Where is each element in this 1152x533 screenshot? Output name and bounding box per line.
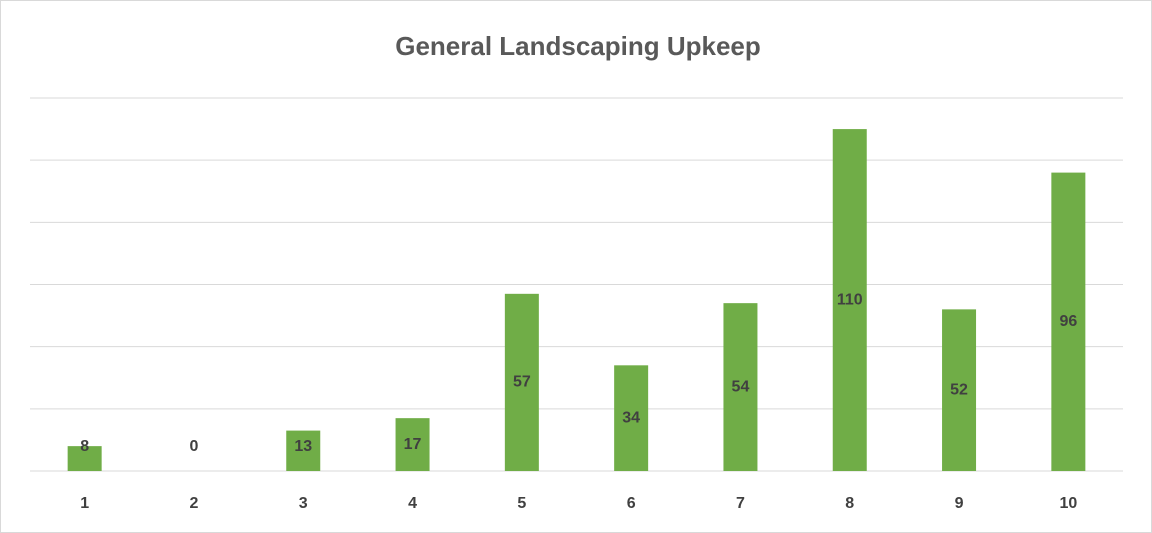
bar bbox=[286, 430, 321, 471]
chart-title: General Landscaping Upkeep bbox=[395, 31, 761, 61]
bar bbox=[942, 309, 977, 471]
data-label: 52 bbox=[950, 381, 968, 398]
x-tick-label: 6 bbox=[627, 495, 636, 512]
x-tick-label: 8 bbox=[845, 495, 854, 512]
x-tick-label: 4 bbox=[408, 495, 417, 512]
data-label: 13 bbox=[294, 438, 312, 455]
bar bbox=[614, 365, 649, 471]
data-label: 57 bbox=[513, 374, 531, 391]
bar bbox=[832, 129, 867, 472]
x-tick-label: 10 bbox=[1059, 495, 1077, 512]
x-tick-label: 3 bbox=[299, 495, 308, 512]
data-label: 0 bbox=[189, 438, 198, 455]
x-tick-label: 7 bbox=[736, 495, 745, 512]
data-label: 34 bbox=[622, 409, 640, 426]
data-label: 54 bbox=[732, 378, 750, 395]
bar bbox=[395, 418, 430, 471]
data-label: 8 bbox=[80, 438, 89, 455]
bar bbox=[1051, 172, 1086, 471]
x-tick-label: 2 bbox=[189, 495, 198, 512]
bar bbox=[504, 293, 539, 471]
bar bbox=[723, 303, 758, 471]
data-label: 96 bbox=[1059, 313, 1077, 330]
x-tick-label: 9 bbox=[955, 495, 964, 512]
data-label: 110 bbox=[837, 291, 863, 308]
x-tick-label: 5 bbox=[517, 495, 526, 512]
x-tick-label: 1 bbox=[80, 495, 89, 512]
data-label: 17 bbox=[404, 436, 422, 453]
bar bbox=[67, 446, 102, 471]
